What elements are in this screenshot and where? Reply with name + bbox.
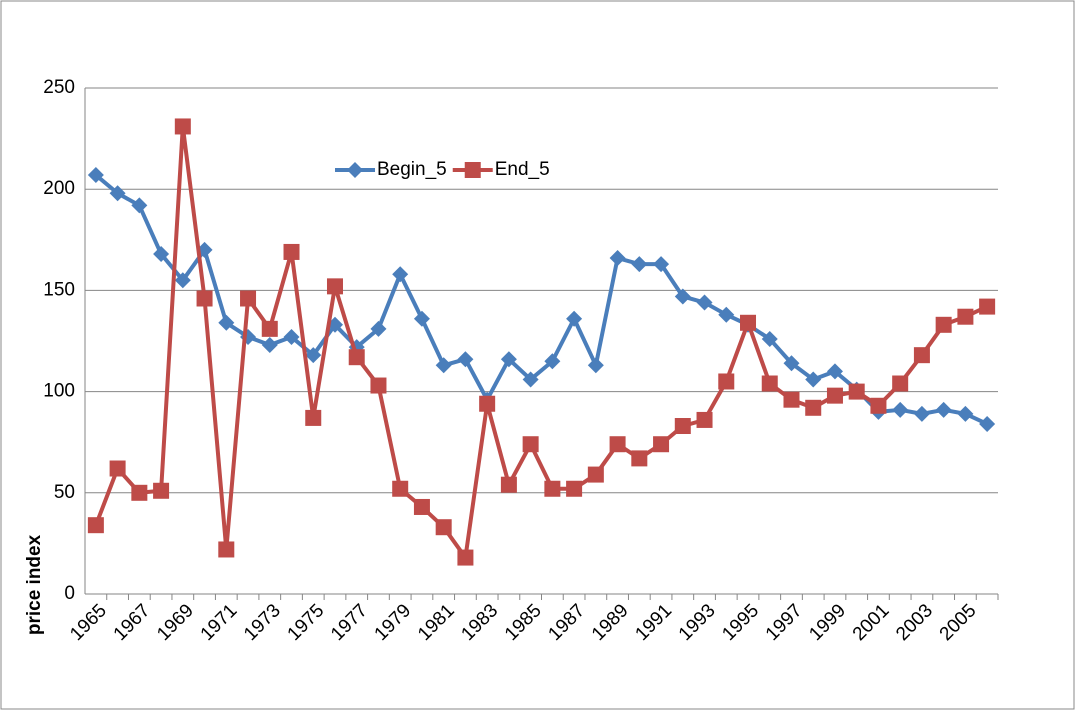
data-point [174, 118, 191, 135]
data-point [609, 436, 626, 453]
data-point [892, 401, 909, 418]
legend-marker [464, 162, 481, 178]
data-point [348, 349, 365, 366]
data-point [261, 320, 278, 337]
data-point [870, 397, 887, 414]
y-tick-label: 250 [43, 77, 75, 98]
data-point [544, 353, 561, 370]
data-point [696, 294, 713, 311]
data-point [174, 272, 191, 289]
legend-label: Begin_5 [377, 159, 447, 180]
data-point [805, 371, 822, 388]
data-point [783, 391, 800, 408]
data-point [500, 351, 517, 368]
data-point [979, 415, 996, 432]
data-point [631, 450, 648, 467]
data-point [718, 306, 735, 323]
data-point [87, 517, 104, 534]
data-point [413, 310, 430, 327]
data-point [392, 266, 409, 283]
data-point [761, 375, 778, 392]
y-tick-label: 100 [43, 381, 75, 402]
data-point [196, 241, 213, 258]
data-point [674, 418, 691, 435]
data-point [435, 519, 452, 536]
data-point [805, 399, 822, 416]
data-point [696, 411, 713, 428]
data-point [761, 330, 778, 347]
data-point [913, 347, 930, 364]
data-point [957, 308, 974, 325]
data-point [153, 482, 170, 499]
y-tick-label: 0 [64, 583, 75, 604]
data-point [935, 401, 952, 418]
data-point [631, 256, 648, 273]
data-point [457, 549, 474, 566]
y-tick-label: 200 [43, 178, 75, 199]
data-point [957, 405, 974, 422]
data-point [653, 256, 670, 273]
data-point [740, 314, 757, 331]
data-point [479, 395, 496, 412]
data-point [109, 460, 126, 477]
data-point [326, 278, 343, 295]
data-point [913, 405, 930, 422]
y-axis-label: price index [24, 534, 45, 635]
data-point [457, 351, 474, 368]
data-point [153, 245, 170, 262]
data-point [848, 383, 865, 400]
data-point [892, 375, 909, 392]
data-point [392, 480, 409, 497]
y-tick-label: 50 [54, 482, 75, 503]
data-point [240, 290, 257, 307]
data-point [826, 363, 843, 380]
data-point [413, 498, 430, 515]
data-point [718, 373, 735, 390]
legend-marker [347, 162, 363, 178]
data-point [653, 436, 670, 453]
data-point [218, 541, 235, 558]
data-point [935, 316, 952, 333]
data-point [370, 320, 387, 337]
data-point [500, 476, 517, 493]
data-point [305, 347, 322, 364]
data-point [609, 250, 626, 267]
data-point [587, 357, 604, 374]
data-point [261, 337, 278, 354]
data-point [522, 371, 539, 388]
data-point [131, 197, 148, 214]
data-point [566, 480, 583, 497]
data-point [283, 328, 300, 345]
data-point [826, 387, 843, 404]
data-point [783, 355, 800, 372]
legend-label: End_5 [495, 159, 550, 180]
y-tick-label: 150 [43, 279, 75, 300]
data-point [522, 436, 539, 453]
data-point [587, 466, 604, 483]
data-point [305, 409, 322, 426]
data-point [544, 480, 561, 497]
data-point [131, 484, 148, 501]
data-point [87, 167, 104, 184]
data-point [674, 288, 691, 305]
data-point [196, 290, 213, 307]
data-point [218, 314, 235, 331]
data-point [283, 243, 300, 260]
data-point [109, 185, 126, 202]
data-point [370, 377, 387, 394]
data-point [566, 310, 583, 327]
data-point [435, 357, 452, 374]
data-point [979, 298, 996, 315]
